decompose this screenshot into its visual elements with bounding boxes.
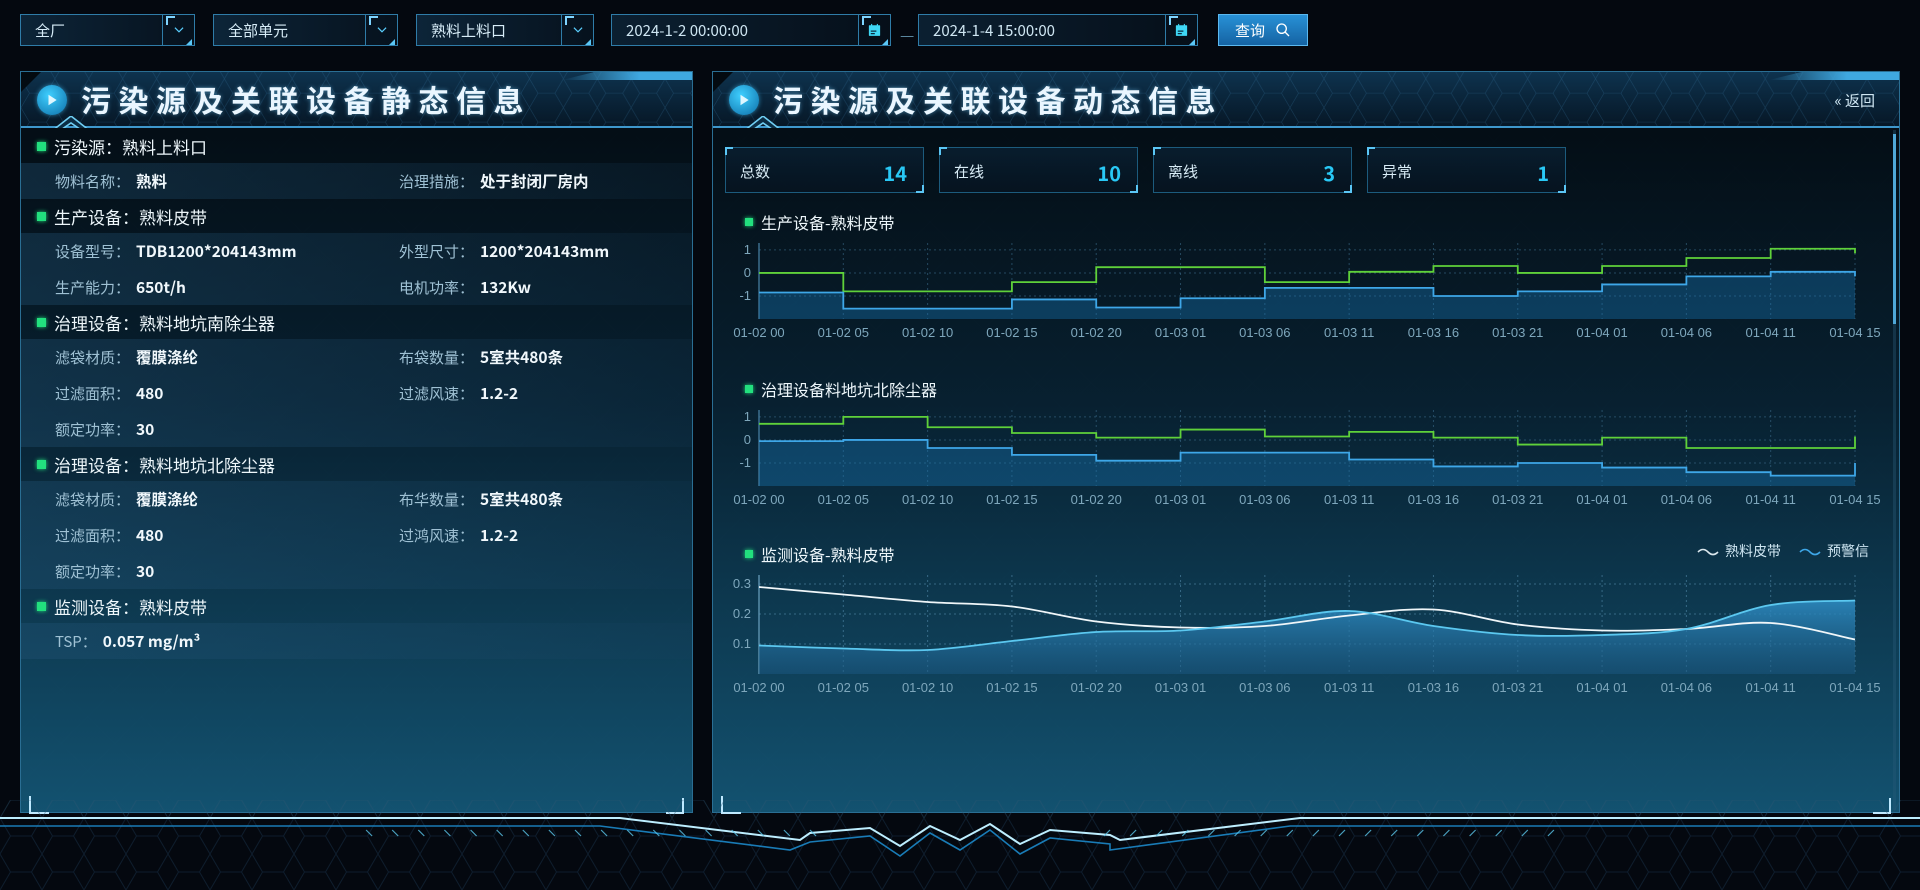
svg-text:01-02 15: 01-02 15	[986, 492, 1037, 507]
svg-text:0: 0	[744, 265, 751, 280]
svg-text:01-03 21: 01-03 21	[1492, 492, 1543, 507]
svg-text:01-02 20: 01-02 20	[1071, 325, 1122, 340]
svg-text:01-03 06: 01-03 06	[1239, 492, 1290, 507]
svg-text:01-02 15: 01-02 15	[986, 680, 1037, 695]
svg-text:01-02 00: 01-02 00	[733, 492, 784, 507]
svg-text:01-02 05: 01-02 05	[818, 325, 869, 340]
svg-text:01-04 15: 01-04 15	[1829, 492, 1880, 507]
svg-text:01-04 06: 01-04 06	[1661, 325, 1712, 340]
svg-text:01-04 15: 01-04 15	[1829, 680, 1880, 695]
svg-text:01-04 11: 01-04 11	[1746, 325, 1796, 340]
svg-text:-1: -1	[739, 288, 751, 303]
svg-text:0.2: 0.2	[733, 606, 751, 621]
svg-text:01-03 01: 01-03 01	[1155, 492, 1206, 507]
svg-text:01-04 06: 01-04 06	[1661, 680, 1712, 695]
svg-text:01-02 05: 01-02 05	[818, 492, 869, 507]
svg-text:0.1: 0.1	[733, 636, 751, 651]
svg-text:01-03 06: 01-03 06	[1239, 325, 1290, 340]
svg-text:01-04 15: 01-04 15	[1829, 325, 1880, 340]
svg-text:01-02 10: 01-02 10	[902, 492, 953, 507]
svg-text:01-02 10: 01-02 10	[902, 680, 953, 695]
svg-text:01-02 00: 01-02 00	[733, 325, 784, 340]
svg-text:01-02 15: 01-02 15	[986, 325, 1037, 340]
svg-text:1: 1	[744, 409, 751, 424]
svg-text:01-03 01: 01-03 01	[1155, 325, 1206, 340]
svg-text:01-03 11: 01-03 11	[1324, 325, 1374, 340]
svg-text:01-03 16: 01-03 16	[1408, 492, 1459, 507]
svg-text:0: 0	[744, 432, 751, 447]
svg-text:01-03 16: 01-03 16	[1408, 325, 1459, 340]
svg-text:01-04 11: 01-04 11	[1746, 680, 1796, 695]
svg-text:-1: -1	[739, 455, 751, 470]
svg-text:0.3: 0.3	[733, 576, 751, 591]
svg-text:01-03 11: 01-03 11	[1324, 680, 1374, 695]
svg-text:01-02 20: 01-02 20	[1071, 680, 1122, 695]
svg-text:01-04 01: 01-04 01	[1576, 492, 1627, 507]
svg-text:01-04 01: 01-04 01	[1576, 680, 1627, 695]
svg-text:01-03 06: 01-03 06	[1239, 680, 1290, 695]
svg-text:01-04 11: 01-04 11	[1746, 492, 1796, 507]
svg-text:1: 1	[744, 242, 751, 257]
svg-text:01-02 20: 01-02 20	[1071, 492, 1122, 507]
svg-text:01-04 06: 01-04 06	[1661, 492, 1712, 507]
svg-text:01-03 21: 01-03 21	[1492, 680, 1543, 695]
svg-text:01-03 11: 01-03 11	[1324, 492, 1374, 507]
svg-text:01-02 00: 01-02 00	[733, 680, 784, 695]
svg-text:01-02 05: 01-02 05	[818, 680, 869, 695]
svg-text:01-02 10: 01-02 10	[902, 325, 953, 340]
svg-text:01-03 21: 01-03 21	[1492, 325, 1543, 340]
svg-text:01-03 16: 01-03 16	[1408, 680, 1459, 695]
svg-text:01-03 01: 01-03 01	[1155, 680, 1206, 695]
svg-text:01-04 01: 01-04 01	[1576, 325, 1627, 340]
